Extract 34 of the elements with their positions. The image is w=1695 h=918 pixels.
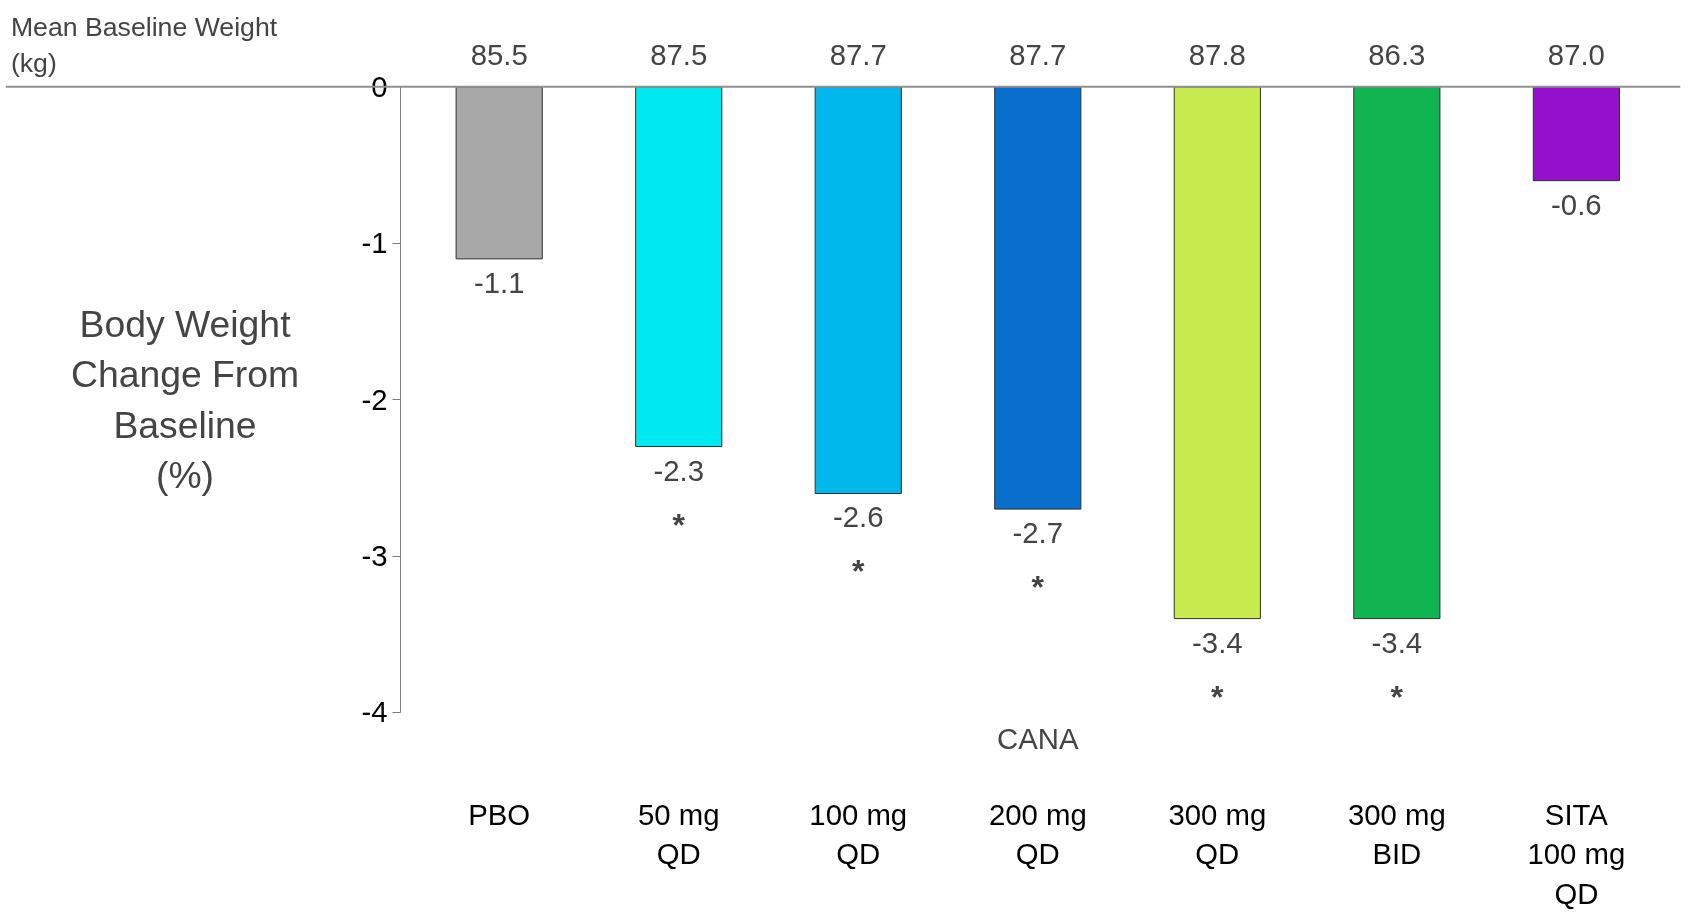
annotation: * — [852, 553, 866, 590]
text: CANA — [997, 721, 1079, 755]
text: 87.0 — [1547, 37, 1605, 71]
data-label: -2.3 — [653, 453, 705, 487]
annotation: * — [1211, 678, 1225, 715]
data-label: -1.1 — [473, 265, 525, 299]
y-tick-label: 0 — [371, 69, 388, 103]
y-tick-label: -1 — [361, 226, 388, 260]
y-tick-label: -4 — [361, 695, 388, 729]
text: Mean Baseline Weight (kg) — [10, 11, 278, 78]
data-label: -3.4 — [1371, 625, 1423, 659]
data-label: -2.6 — [832, 500, 884, 534]
text: 87.8 — [1188, 37, 1246, 71]
x-tick-label: SITA 100 mg QD — [1527, 797, 1626, 910]
text: 86.3 — [1368, 37, 1426, 71]
data-label: -2.7 — [1012, 516, 1064, 550]
data-label: -0.6 — [1551, 187, 1602, 221]
text: 87.7 — [1009, 37, 1067, 71]
x-tick-label: 200 mg QD — [988, 797, 1087, 871]
y-tick-label: -2 — [361, 382, 388, 416]
y-tick-label: -3 — [361, 539, 388, 573]
annotation: * — [1390, 678, 1404, 715]
text: 87.7 — [829, 37, 887, 71]
text: 87.5 — [650, 37, 708, 71]
data-label: -3.4 — [1192, 625, 1243, 659]
x-tick-label: 50 mg QD — [637, 797, 720, 871]
x-tick-label: 300 mg BID — [1347, 797, 1446, 871]
annotation: * — [1031, 569, 1045, 606]
text: 85.5 — [470, 37, 528, 71]
x-tick-label: 100 mg QD — [809, 797, 908, 871]
y-axis-title: Body Weight Change From Baseline (%) — [70, 303, 300, 497]
x-tick-label: PBO — [468, 797, 531, 831]
x-tick-label: 300 mg QD — [1168, 797, 1267, 871]
annotation: * — [672, 506, 686, 543]
